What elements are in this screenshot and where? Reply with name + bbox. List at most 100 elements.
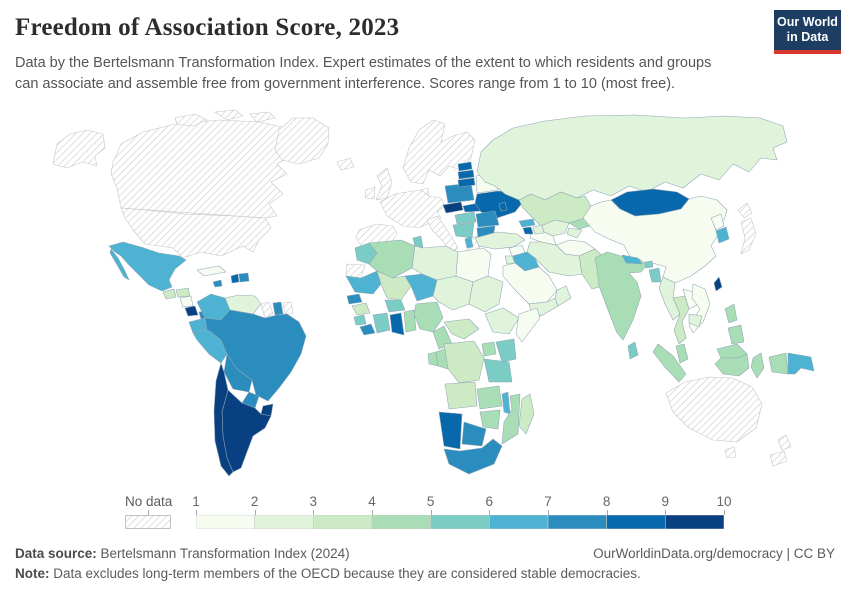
country-dr-congo[interactable] [443,340,485,384]
country-united-states-alaska[interactable] [52,129,106,169]
country-moldova[interactable] [498,201,508,212]
country-malaysia[interactable] [675,343,689,364]
country-costa-rica[interactable] [184,305,199,317]
country-estonia[interactable] [457,161,473,172]
country-italy[interactable] [426,215,459,254]
country-turkey[interactable] [474,231,526,250]
country-armenia[interactable] [522,226,534,235]
country-new-zealand[interactable] [769,450,788,467]
legend-bin-5-6[interactable] [430,515,490,529]
region-arctic-islands[interactable] [174,113,208,127]
country-indonesia-sumatra[interactable] [652,343,687,383]
country-north-korea[interactable] [710,213,725,231]
country-sudan[interactable] [468,275,504,313]
legend-bin-3-4[interactable] [313,515,373,529]
country-nepal[interactable] [621,254,643,265]
country-cuba[interactable] [196,265,227,277]
country-south-korea[interactable] [715,226,730,244]
country-jamaica[interactable] [212,279,223,288]
country-sri-lanka[interactable] [627,341,639,360]
country-bangladesh[interactable] [648,267,662,283]
country-somalia[interactable] [515,307,541,343]
country-united-kingdom[interactable] [375,167,393,201]
country-ivory-coast[interactable] [372,312,391,334]
legend-bin-9-10[interactable] [665,515,724,529]
country-chad[interactable] [432,275,474,311]
world-choropleth-map[interactable] [25,106,825,484]
legend-bin-8-9[interactable] [606,515,666,529]
country-tasmania[interactable] [724,446,737,459]
country-cambodia[interactable] [688,313,703,328]
country-mali[interactable] [376,270,412,301]
country-australia[interactable] [665,376,763,443]
country-ireland[interactable] [364,186,376,200]
country-romania[interactable] [475,210,500,228]
country-south-africa[interactable] [443,438,503,475]
country-japan[interactable] [740,217,757,255]
country-honduras[interactable] [175,287,191,298]
country-western-sahara[interactable] [345,263,366,279]
country-hungary[interactable] [454,211,477,225]
country-dominican-republic[interactable] [238,272,250,283]
country-greenland[interactable] [274,117,330,165]
country-canada[interactable] [110,119,296,219]
country-nicaragua[interactable] [179,295,194,308]
legend-color-scale[interactable] [196,515,724,529]
country-laos[interactable] [682,288,700,310]
country-malaysia-borneo[interactable] [716,343,748,359]
country-tanzania[interactable] [483,358,513,383]
legend-bin-7-8[interactable] [547,515,607,529]
country-uganda[interactable] [481,341,497,357]
country-burkina-faso[interactable] [384,299,406,313]
country-czechia[interactable] [442,201,464,214]
country-japan[interactable] [737,202,753,219]
owid-logo[interactable]: Our World in Data [774,10,841,54]
region-arctic-islands[interactable] [214,109,244,121]
country-liberia[interactable] [359,323,376,336]
country-taiwan[interactable] [713,276,723,292]
country-guinea[interactable] [351,302,371,316]
country-georgia[interactable] [518,218,536,228]
region-western-europe[interactable] [379,189,446,229]
country-bhutan[interactable] [644,260,654,269]
legend-bin-1-2[interactable] [196,515,255,529]
country-nigeria[interactable] [413,301,444,333]
country-thailand[interactable] [672,295,690,345]
country-senegal[interactable] [346,293,363,305]
country-myanmar[interactable] [658,276,681,321]
country-chile[interactable] [213,362,234,477]
country-central-african-republic[interactable] [443,318,480,340]
country-albania[interactable] [464,236,474,249]
no-data-swatch[interactable] [125,515,171,529]
country-brazil[interactable] [204,309,307,402]
country-indonesia-kalimantan[interactable] [714,353,750,377]
country-suriname[interactable] [272,301,284,316]
region-scandinavia[interactable] [402,119,476,185]
country-philippines-luzon[interactable] [724,303,738,324]
country-russia[interactable] [476,114,788,201]
country-new-zealand[interactable] [777,434,792,451]
legend-no-data[interactable]: No data [125,494,172,529]
country-azerbaijan[interactable] [532,224,545,235]
country-madagascar[interactable] [518,393,535,435]
country-botswana[interactable] [461,421,487,447]
country-namibia[interactable] [438,411,463,450]
country-india[interactable] [594,251,648,341]
country-indonesia-papua[interactable] [768,352,789,375]
owid-credit-link[interactable]: OurWorldinData.org/democracy | CC BY [593,546,835,561]
country-sierra-leone[interactable] [353,314,367,326]
country-ghana[interactable] [389,312,405,336]
country-papua-new-guinea[interactable] [787,352,815,375]
region-arctic-islands[interactable] [249,111,276,123]
country-iran[interactable] [526,241,583,277]
country-mozambique[interactable] [501,393,521,445]
country-iceland[interactable] [336,157,355,171]
country-tajikistan[interactable] [566,227,583,239]
country-zimbabwe[interactable] [479,409,501,430]
legend-bin-4-5[interactable] [371,515,431,529]
country-ethiopia[interactable] [484,307,520,335]
country-guatemala[interactable] [162,288,177,300]
country-mexico[interactable] [108,241,187,292]
country-kenya[interactable] [495,338,517,363]
country-gabon[interactable] [427,351,439,367]
